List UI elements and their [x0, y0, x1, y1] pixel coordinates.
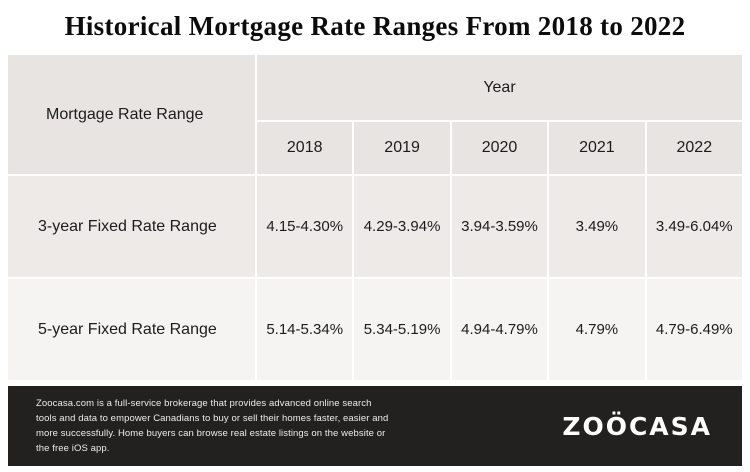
rate-cell: 5.34-5.19% — [354, 279, 450, 380]
year-column-header: 2019 — [354, 122, 450, 174]
row-group-header: Mortgage Rate Range — [8, 55, 255, 174]
rate-cell: 4.94-4.79% — [451, 279, 548, 380]
rate-cell: 4.79% — [549, 279, 645, 380]
rate-cell: 4.29-3.94% — [354, 176, 450, 277]
mortgage-rate-table: Mortgage Rate Range Year 2018 2019 2020 … — [8, 55, 742, 380]
rate-cell: 3.49% — [549, 176, 645, 277]
rate-cell: 3.94-3.59% — [451, 176, 548, 277]
rate-cell: 4.15-4.30% — [257, 176, 353, 277]
year-column-header: 2021 — [549, 122, 645, 174]
page-title: Historical Mortgage Rate Ranges From 201… — [64, 11, 686, 41]
year-column-header: 2018 — [257, 122, 353, 174]
row-label-5-year: 5-year Fixed Rate Range — [8, 279, 255, 380]
column-group-header: Year — [257, 55, 742, 120]
row-label-3-year: 3-year Fixed Rate Range — [8, 176, 255, 277]
rate-cell: 5.14-5.34% — [257, 279, 353, 380]
year-column-header: 2020 — [451, 122, 548, 174]
zoocasa-logo: ZOÖCASA — [562, 411, 712, 441]
rate-cell: 3.49-6.04% — [646, 176, 742, 277]
footer-description: Zoocasa.com is a full-service brokerage … — [36, 397, 389, 455]
footer-bar: Zoocasa.com is a full-service brokerage … — [8, 386, 742, 466]
rate-cell: 4.79-6.49% — [646, 279, 742, 380]
year-column-header: 2022 — [646, 122, 742, 174]
